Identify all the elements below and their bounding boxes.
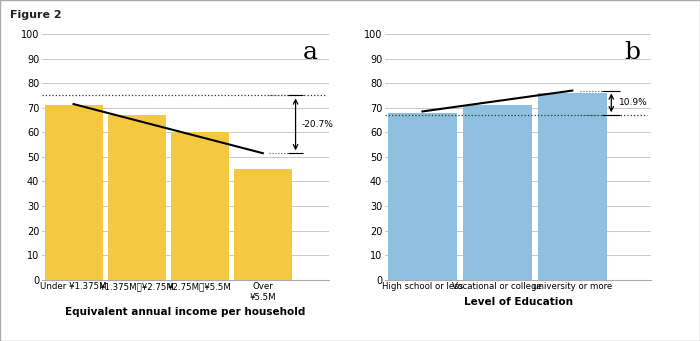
Bar [234, 169, 292, 280]
Bar [538, 93, 607, 280]
Text: a: a [302, 42, 318, 64]
Bar [171, 132, 229, 280]
X-axis label: Level of Education: Level of Education [463, 297, 573, 307]
Text: -20.7%: -20.7% [302, 120, 334, 129]
Bar [463, 105, 532, 280]
Bar [388, 113, 457, 280]
Text: Figure 2: Figure 2 [10, 10, 62, 20]
Text: b: b [624, 42, 640, 64]
Bar [108, 115, 166, 280]
X-axis label: Equivalent annual income per household: Equivalent annual income per household [65, 307, 306, 317]
Text: 10.9%: 10.9% [619, 98, 648, 107]
Bar [45, 105, 103, 280]
